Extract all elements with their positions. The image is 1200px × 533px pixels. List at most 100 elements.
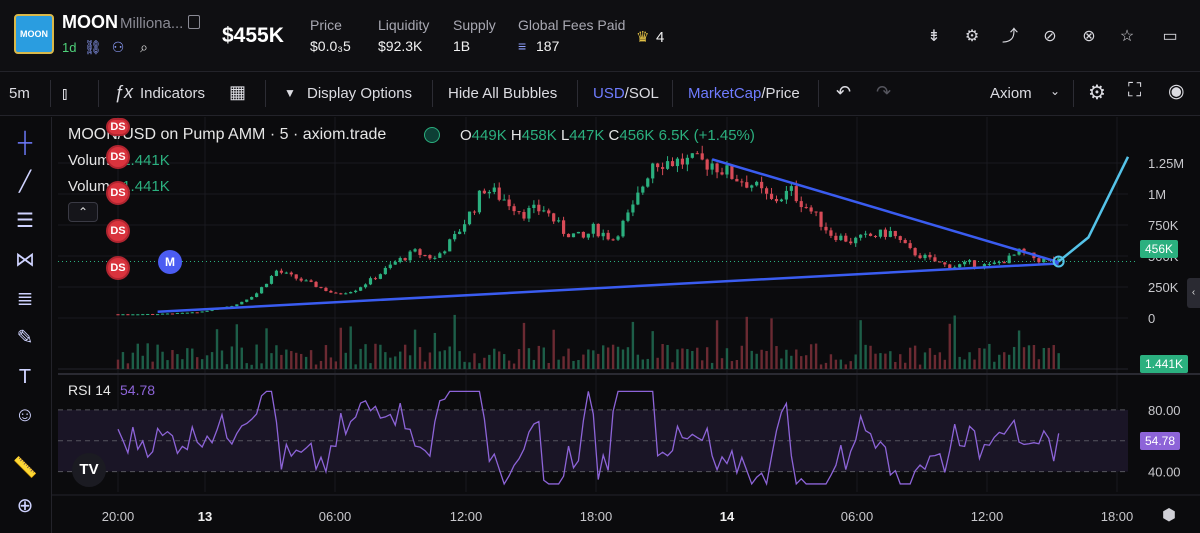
candle-body — [725, 165, 729, 175]
collapse-legend-button[interactable]: ⌃ — [68, 202, 98, 222]
candle-body — [467, 211, 472, 225]
candle-body — [760, 181, 764, 189]
volume-label: Volume — [68, 152, 119, 169]
display-options-button[interactable]: Display Options — [307, 85, 413, 102]
ds-bubble[interactable]: DS — [106, 118, 130, 136]
metric-toggle[interactable]: MarketCap/Price — [688, 85, 800, 102]
rsi-line — [117, 390, 1060, 487]
candles-icon[interactable]: ⫾ — [62, 84, 68, 103]
candle-body — [938, 261, 942, 263]
candle-body — [834, 235, 838, 241]
provider-chevron-icon[interactable]: ⌄ — [1050, 84, 1061, 98]
chevron-down-icon[interactable]: ▼ — [284, 86, 296, 100]
hide-icon[interactable]: ⊗ — [1082, 28, 1096, 45]
volume-bar — [220, 350, 224, 369]
crosshair-icon[interactable]: ┼ — [17, 132, 33, 154]
volume-bar — [933, 354, 937, 369]
volume-bar — [928, 348, 932, 369]
volume-bar — [943, 359, 947, 369]
volume-bar — [468, 362, 471, 369]
zoom-in-icon[interactable]: ⊕ — [16, 495, 34, 517]
ds-bubble[interactable]: DS — [106, 181, 130, 205]
eye-off-icon[interactable]: ⊘ — [1043, 28, 1057, 45]
volume-bar — [606, 347, 610, 369]
grid-icon[interactable]: ▦ — [229, 82, 247, 102]
pattern-icon[interactable]: ⋈ — [15, 249, 35, 271]
camera-icon[interactable]: ◉ — [1168, 81, 1185, 102]
hide-bubbles-button[interactable]: Hide All Bubbles — [448, 85, 558, 102]
interval-button[interactable]: 5m — [9, 85, 30, 102]
layout-icon[interactable]: ▭ — [1162, 28, 1178, 45]
price-option[interactable]: /Price — [761, 85, 800, 102]
sol-option[interactable]: /SOL — [624, 85, 659, 102]
candle-body — [685, 157, 689, 165]
copy-icon[interactable] — [188, 15, 200, 29]
hexagon-settings-icon[interactable]: ⬢ — [1162, 507, 1176, 524]
undo-icon[interactable]: ↶ — [836, 82, 852, 102]
volume-bar — [884, 353, 887, 369]
candle-body — [651, 163, 655, 179]
fullscreen-icon[interactable]: ⛶ — [1128, 80, 1142, 101]
usd-option[interactable]: USD — [593, 85, 625, 102]
star-icon[interactable]: ☆ — [1119, 28, 1135, 45]
horizontal-lines-icon[interactable]: ☰ — [16, 210, 34, 232]
expand-panel-button[interactable]: ‹ — [1187, 278, 1200, 308]
search-icon[interactable]: ⌕ — [140, 39, 148, 55]
candle-body — [606, 232, 610, 240]
volume-bar — [819, 364, 823, 369]
fib-icon[interactable]: ≣ — [16, 288, 34, 310]
ds-bubble[interactable]: DS — [106, 219, 130, 243]
volume-bar — [696, 347, 699, 369]
volume-bar — [116, 359, 120, 369]
m-bubble[interactable]: M — [158, 250, 182, 274]
candle-body — [809, 207, 813, 212]
sort-icon[interactable]: ⇟ — [927, 28, 941, 45]
candle-body — [690, 153, 694, 158]
x-tick-label: 06:00 — [319, 509, 352, 524]
x-tick-label: 06:00 — [841, 509, 874, 524]
x-tick-label: 12:00 — [971, 509, 1004, 524]
brush-icon[interactable]: ✎ — [16, 327, 34, 349]
volume-bar — [1057, 353, 1060, 369]
ruler-icon[interactable]: 📏 — [12, 457, 38, 479]
trendline-icon[interactable]: ╱ — [18, 171, 32, 193]
emoji-icon[interactable]: ☺ — [14, 404, 36, 426]
candle-body — [408, 251, 412, 261]
high-value: 458K — [521, 127, 557, 144]
currency-toggle[interactable]: USD/SOL — [593, 85, 659, 102]
marketcap-option[interactable]: MarketCap — [688, 85, 762, 102]
candle-body — [393, 261, 397, 265]
gear-icon[interactable]: ⚙ — [964, 28, 980, 45]
tradingview-logo: TV — [72, 453, 106, 487]
provider-select[interactable]: Axiom — [990, 85, 1032, 102]
volume-bar — [141, 355, 144, 369]
fx-icon[interactable]: ƒx — [114, 82, 134, 102]
token-name: Milliona... — [120, 15, 184, 32]
volume-bar — [389, 357, 392, 369]
volume-bar — [507, 360, 511, 369]
text-icon[interactable]: T — [18, 366, 32, 388]
candle-body — [730, 165, 734, 179]
ds-bubble[interactable]: DS — [106, 256, 130, 280]
candle-body — [943, 262, 947, 265]
volume-bar — [879, 353, 882, 369]
share-icon[interactable]: ⤴ — [1001, 28, 1018, 45]
candle-body — [388, 264, 392, 268]
candle-body — [923, 254, 927, 259]
candle-body — [656, 163, 660, 168]
candle-body — [586, 233, 590, 238]
toolbar-divider — [265, 80, 266, 107]
candle-body — [547, 210, 551, 214]
ds-bubble[interactable]: DS — [106, 145, 130, 169]
link-icon[interactable]: ⛓ — [84, 39, 102, 55]
redo-icon[interactable]: ↷ — [876, 82, 892, 102]
candle-body — [591, 223, 595, 234]
settings-icon[interactable]: ⚙ — [1088, 82, 1106, 104]
indicators-button[interactable]: Indicators — [140, 85, 206, 102]
x-tick-label: 18:00 — [580, 509, 613, 524]
community-icon[interactable]: ⚇ — [111, 39, 125, 55]
candle-body — [552, 213, 556, 222]
candle-body — [1037, 258, 1041, 263]
candle-body — [492, 187, 496, 192]
